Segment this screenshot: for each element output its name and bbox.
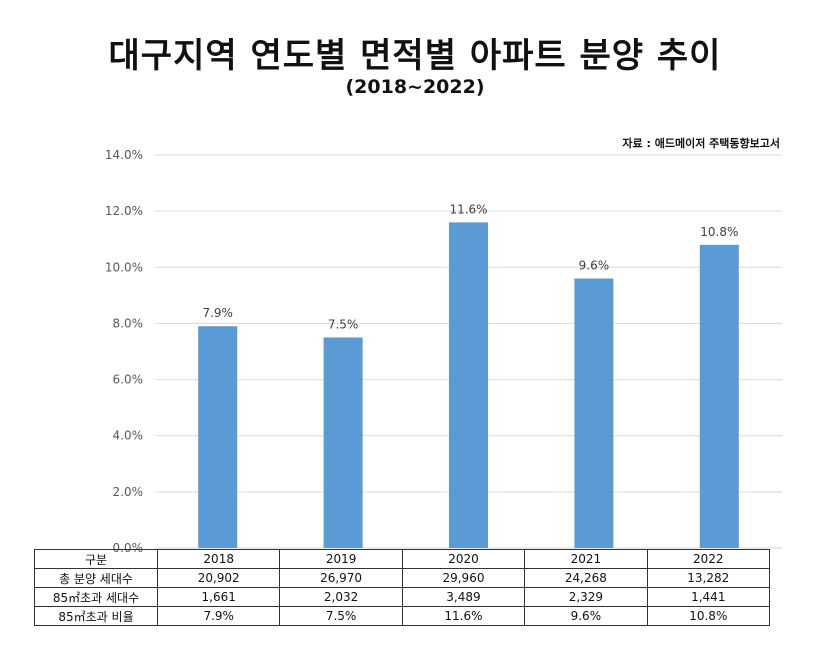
table-cell: 20,902 [156, 568, 281, 588]
y-tick-label: 12.0% [105, 204, 143, 218]
table-cell: 11.6% [401, 606, 526, 626]
chart-subtitle: (2018~2022) [345, 76, 485, 98]
chart-title: 대구지역 연도별 면적별 아파트 분양 추이 [108, 36, 722, 76]
table-cell: 13,282 [646, 568, 771, 588]
source-note: 자료 : 애드메이저 주택동향보고서 [622, 137, 780, 150]
table-header-cell: 2022 [646, 549, 771, 569]
table-header-cell: 2018 [156, 549, 281, 569]
table-cell: 24,268 [524, 568, 648, 588]
data-table: 구분 2018 2019 2020 2021 2022 총 분양 세대수 20,902 26,9… [34, 549, 771, 626]
bar-chart: 0.0%2.0%4.0%6.0%8.0%10.0%12.0%14.0%7.9%7… [105, 148, 782, 555]
table-header-row: 구분 2018 2019 2020 2021 2022 [34, 549, 771, 569]
data-label: 10.8% [700, 225, 738, 239]
table-header-cell: 2019 [279, 549, 403, 569]
table-cell: 9.6% [524, 606, 648, 626]
table-cell: 2,032 [279, 587, 403, 607]
y-tick-label: 14.0% [105, 148, 143, 162]
y-tick-label: 10.0% [105, 260, 143, 274]
table-cell: 1,441 [646, 587, 771, 607]
table-cell: 29,960 [401, 568, 526, 588]
data-label: 7.5% [328, 317, 359, 331]
y-tick-label: 6.0% [113, 373, 144, 387]
table-row-label: 총 분양 세대수 [34, 568, 158, 588]
table-row-label: 85㎡초과 세대수 [34, 587, 158, 607]
bar [198, 326, 238, 548]
table-header-cell: 2020 [401, 549, 526, 569]
table-cell: 10.8% [646, 606, 771, 626]
table-cell: 7.9% [156, 606, 281, 626]
bar [574, 278, 614, 548]
table-header-cell: 2021 [524, 549, 648, 569]
table-cell: 1,661 [156, 587, 281, 607]
table-cell: 3,489 [401, 587, 526, 607]
bar [699, 244, 739, 549]
y-tick-label: 2.0% [113, 485, 144, 499]
bar [323, 337, 363, 548]
data-label: 7.9% [202, 306, 233, 320]
table-row: 85㎡초과 세대수 1,661 2,032 3,489 2,329 1,441 [34, 587, 771, 607]
table-row: 85㎡초과 비율 7.9% 7.5% 11.6% 9.6% 10.8% [34, 606, 771, 626]
y-tick-label: 4.0% [113, 429, 144, 443]
y-tick-label: 8.0% [113, 316, 144, 330]
bar [449, 222, 488, 548]
table-header-cell: 구분 [34, 549, 158, 569]
data-label: 11.6% [449, 202, 487, 216]
table-row: 총 분양 세대수 20,902 26,970 29,960 24,268 13,282 [34, 568, 771, 588]
table-cell: 7.5% [279, 606, 403, 626]
table-cell: 26,970 [279, 568, 403, 588]
table-cell: 2,329 [524, 587, 648, 607]
data-label: 9.6% [579, 259, 610, 273]
table-row-label: 85㎡초과 비율 [34, 606, 158, 626]
